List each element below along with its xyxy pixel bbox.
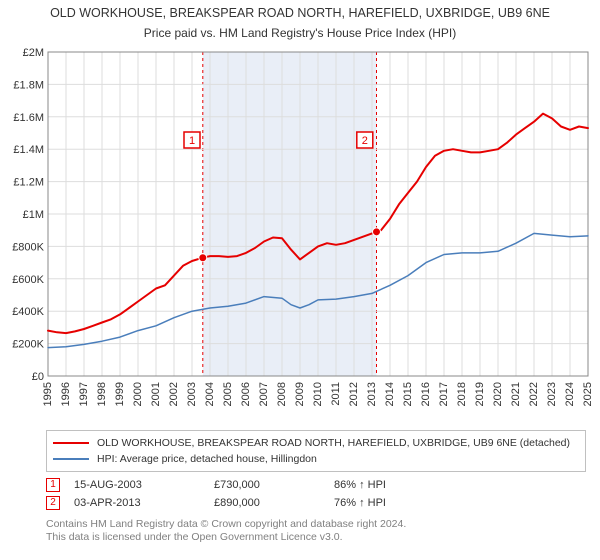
x-tick-label: 2023 xyxy=(546,382,558,406)
legend-label: HPI: Average price, detached house, Hill… xyxy=(97,453,317,465)
footer-line-1: Contains HM Land Registry data © Crown c… xyxy=(46,518,592,531)
x-tick-label: 2004 xyxy=(204,382,216,406)
sales-row: 2 03-APR-2013£890,00076% ↑ HPI xyxy=(46,494,592,512)
x-tick-label: 2001 xyxy=(150,382,162,406)
y-tick-label: £200K xyxy=(12,338,44,350)
y-tick-label: £800K xyxy=(12,241,44,253)
x-tick-label: 2022 xyxy=(528,382,540,406)
x-tick-label: 1997 xyxy=(78,382,90,406)
x-tick-label: 2006 xyxy=(240,382,252,406)
x-tick-label: 2016 xyxy=(420,382,432,406)
x-tick-label: 2014 xyxy=(384,382,396,406)
x-tick-label: 2021 xyxy=(510,382,522,406)
x-tick-label: 2003 xyxy=(186,382,198,406)
legend-swatch xyxy=(53,442,89,444)
price-chart: £0 £200K £400K £600K £800K £1M £1.2M £1.4M £1.6M… xyxy=(8,46,592,426)
sales-row-marker: 1 xyxy=(46,478,60,492)
footer-line-2: This data is licensed under the Open Gov… xyxy=(46,531,592,544)
sales-row-marker: 2 xyxy=(46,496,60,510)
y-tick-label: £600K xyxy=(12,273,44,285)
x-tick-label: 2002 xyxy=(168,382,180,406)
x-tick-label: 2005 xyxy=(222,382,234,406)
y-tick-label: £1.2M xyxy=(13,176,44,188)
x-tick-label: 1999 xyxy=(114,382,126,406)
x-tick-label: 2000 xyxy=(132,382,144,406)
legend: OLD WORKHOUSE, BREAKSPEAR ROAD NORTH, HA… xyxy=(46,430,586,472)
x-tick-label: 2020 xyxy=(492,382,504,406)
x-tick-label: 2009 xyxy=(294,382,306,406)
y-tick-label: £0 xyxy=(32,371,44,383)
x-tick-label: 2025 xyxy=(582,382,592,406)
sales-row: 1 15-AUG-2003£730,00086% ↑ HPI xyxy=(46,476,592,494)
legend-swatch xyxy=(53,458,89,460)
y-tick-label: £2M xyxy=(23,47,44,59)
legend-label: OLD WORKHOUSE, BREAKSPEAR ROAD NORTH, HA… xyxy=(97,437,570,449)
x-tick-label: 1995 xyxy=(42,382,54,406)
y-tick-label: £400K xyxy=(12,306,44,318)
legend-item: HPI: Average price, detached house, Hill… xyxy=(53,451,579,467)
sale-marker-dot xyxy=(199,253,207,261)
sales-row-price: £890,000 xyxy=(214,497,334,509)
y-tick-label: £1M xyxy=(23,209,44,221)
x-tick-label: 1998 xyxy=(96,382,108,406)
x-tick-label: 2015 xyxy=(402,382,414,406)
x-tick-label: 2013 xyxy=(366,382,378,406)
legend-item: OLD WORKHOUSE, BREAKSPEAR ROAD NORTH, HA… xyxy=(53,435,579,451)
y-tick-label: £1.8M xyxy=(13,79,44,91)
x-tick-label: 2019 xyxy=(474,382,486,406)
x-tick-label: 2018 xyxy=(456,382,468,406)
sale-marker-number: 2 xyxy=(362,135,368,147)
x-tick-label: 2012 xyxy=(348,382,360,406)
x-tick-label: 2010 xyxy=(312,382,324,406)
sales-row-pct: 86% ↑ HPI xyxy=(334,479,474,491)
sales-row-price: £730,000 xyxy=(214,479,334,491)
x-tick-label: 2008 xyxy=(276,382,288,406)
footer-attribution: Contains HM Land Registry data © Crown c… xyxy=(46,518,592,544)
sales-row-date: 03-APR-2013 xyxy=(74,497,214,509)
chart-title: OLD WORKHOUSE, BREAKSPEAR ROAD NORTH, HA… xyxy=(8,6,592,22)
x-tick-label: 2017 xyxy=(438,382,450,406)
y-tick-label: £1.4M xyxy=(13,144,44,156)
chart-svg: £0 £200K £400K £600K £800K £1M £1.2M £1.4M £1.6M… xyxy=(8,46,592,426)
y-tick-label: £1.6M xyxy=(13,111,44,123)
x-tick-label: 2007 xyxy=(258,382,270,406)
sale-marker-dot xyxy=(373,227,381,235)
sales-table: 1 15-AUG-2003£730,00086% ↑ HPI 2 03-APR-201… xyxy=(46,476,592,512)
sales-row-date: 15-AUG-2003 xyxy=(74,479,214,491)
sale-marker-number: 1 xyxy=(189,135,195,147)
x-tick-label: 2011 xyxy=(330,382,342,406)
x-tick-label: 1996 xyxy=(60,382,72,406)
x-tick-label: 2024 xyxy=(564,382,576,406)
chart-subtitle: Price paid vs. HM Land Registry's House … xyxy=(8,26,592,40)
sales-row-pct: 76% ↑ HPI xyxy=(334,497,474,509)
